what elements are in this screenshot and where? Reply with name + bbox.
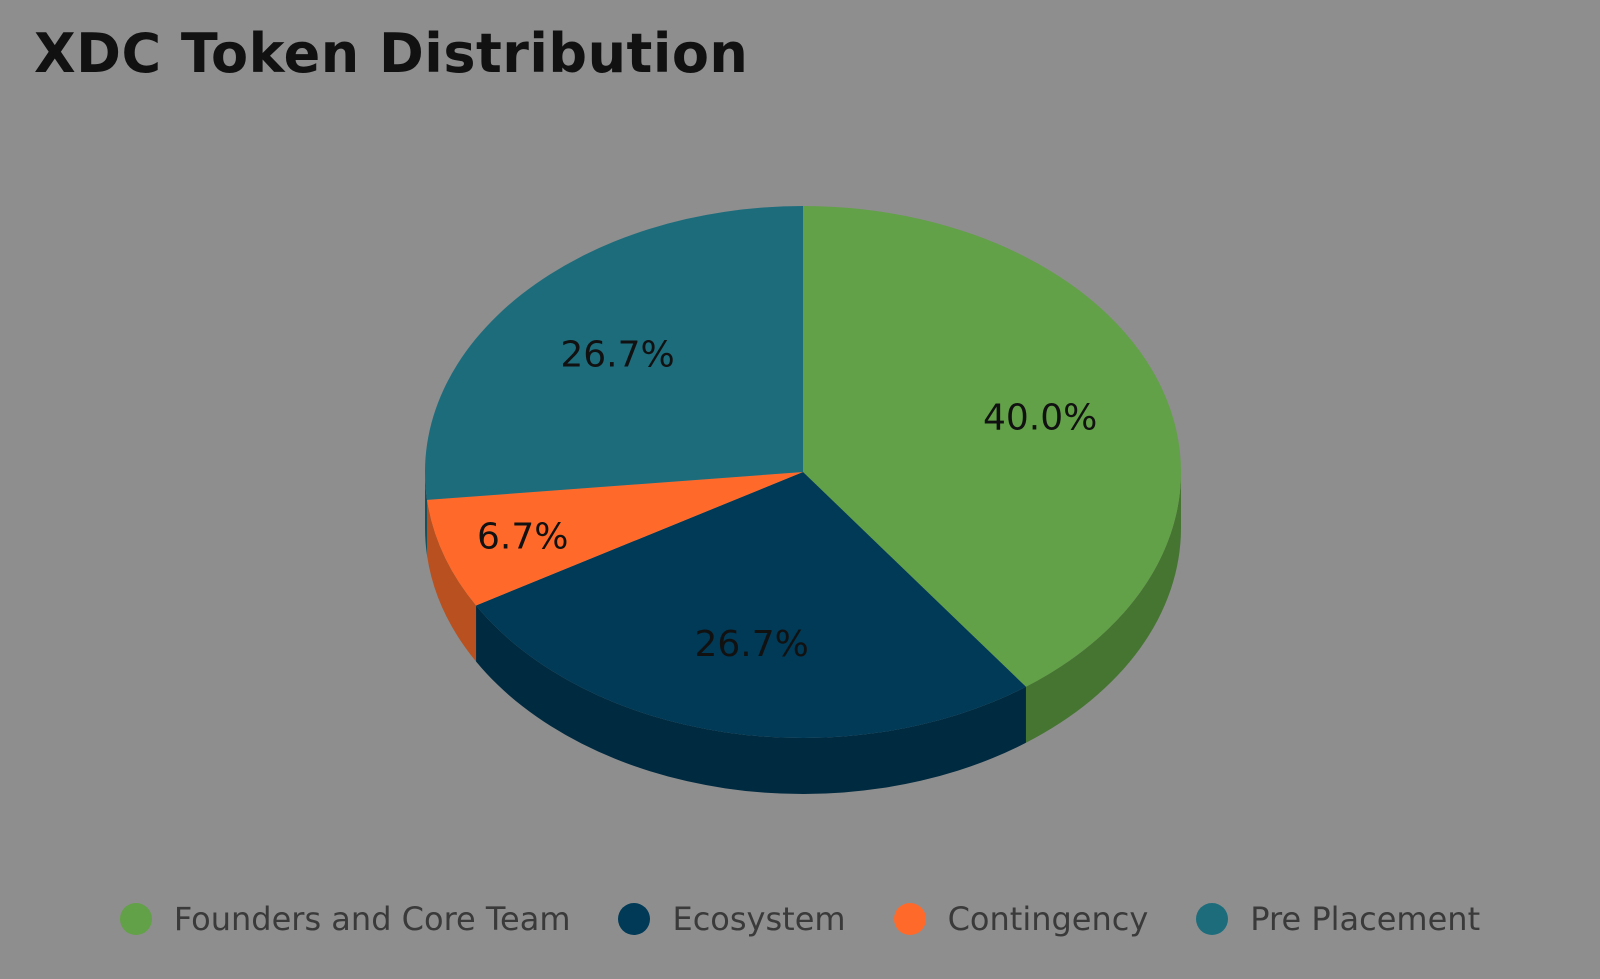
legend-item-pre-placement[interactable]: Pre Placement	[1196, 900, 1480, 938]
pie-side-pre-placement	[425, 472, 428, 556]
pie-slices	[424, 206, 1182, 739]
pie-side-contingency	[427, 499, 477, 662]
slice-label-pre-placement: 26.7%	[560, 335, 674, 376]
legend-label: Ecosystem	[672, 900, 846, 938]
legend-swatch	[893, 903, 926, 935]
legend-label: Pre Placement	[1250, 900, 1481, 938]
pie-slice-ecosystem[interactable]	[476, 472, 1026, 739]
legend-swatch	[1196, 903, 1229, 935]
pie-side-founders-and-core-team	[1025, 472, 1181, 743]
pie-slice-contingency[interactable]	[427, 472, 803, 606]
legend-label: Founders and Core Team	[173, 900, 571, 938]
slice-label-ecosystem: 26.7%	[695, 624, 809, 665]
pie-labels: 40.0% 26.7% 6.7% 26.7%	[477, 335, 1097, 665]
pie-slice-founders-and-core-team[interactable]	[803, 206, 1182, 687]
legend-item-founders-and-core-team[interactable]: Founders and Core Team	[119, 900, 571, 938]
legend-label: Contingency	[947, 900, 1149, 938]
legend-item-contingency[interactable]: Contingency	[893, 900, 1149, 938]
slice-label-contingency: 6.7%	[477, 516, 568, 557]
chart-title: XDC Token Distribution	[34, 22, 749, 85]
legend-swatch	[618, 903, 651, 935]
pie-slice-pre-placement[interactable]	[424, 206, 803, 500]
pie-side-ecosystem	[476, 605, 1026, 795]
legend-swatch	[119, 903, 152, 935]
legend-item-ecosystem[interactable]: Ecosystem	[618, 900, 846, 938]
pie-sides	[425, 472, 1181, 795]
slice-label-founders-and-core-team: 40.0%	[983, 398, 1097, 439]
legend: Founders and Core Team Ecosystem Contingen…	[0, 900, 1600, 938]
